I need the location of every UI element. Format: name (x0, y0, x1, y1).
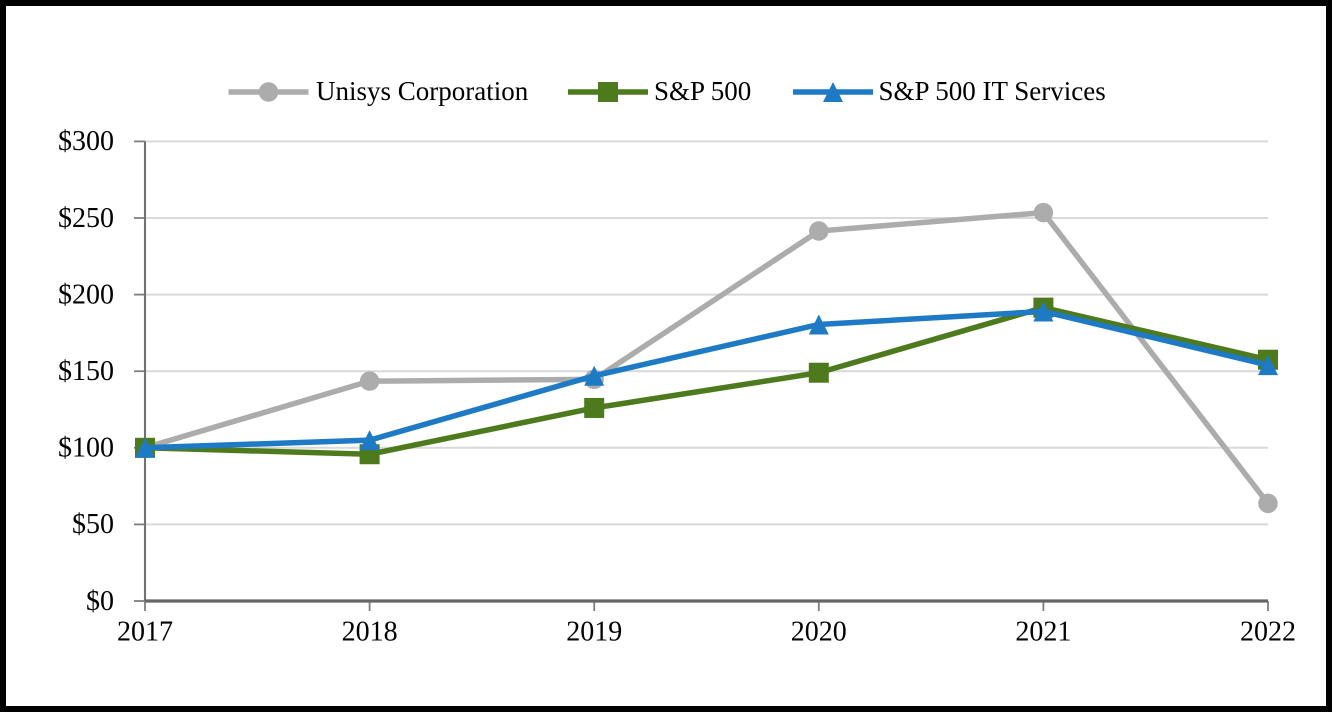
y-tick-label-150: $150 (58, 356, 114, 387)
y-tick-label-0: $0 (86, 586, 114, 617)
legend-label-sp500: S&P 500 (654, 76, 751, 106)
marker-unisys-corporation-2020 (809, 221, 829, 241)
x-tick-label-2018: 2018 (342, 616, 398, 647)
y-axis-labels: $0 $50 $100 $150 $200 $250 $300 (58, 126, 114, 617)
series-layer (135, 202, 1278, 514)
marker-s-p-500-it-services-2018 (359, 430, 380, 451)
axes-layer (134, 140, 1269, 611)
legend-swatch-marker-unisys-corporation (258, 82, 279, 102)
y-tick-label-250: $250 (58, 203, 114, 234)
marker-s-p-500-it-services-2020 (808, 314, 829, 335)
x-tick-label-2017: 2017 (117, 616, 173, 647)
marker-unisys-corporation-2018 (359, 371, 380, 391)
marker-s-p-500-it-services-2017 (135, 437, 155, 458)
legend-swatches-layer (228, 82, 873, 102)
legend-label-sp500-it-services: S&P 500 IT Services (879, 76, 1106, 106)
marker-s-p-500-it-services-2019 (584, 365, 605, 386)
x-tick-label-2022: 2022 (1240, 616, 1296, 647)
marker-s-p-500-2019 (584, 397, 605, 418)
legend-swatch-marker-s-p-500 (598, 82, 618, 102)
y-tick-label-300: $300 (58, 126, 114, 157)
legend: Unisys Corporation S&P 500 S&P 500 IT Se… (316, 76, 1106, 106)
marker-unisys-corporation-2021 (1033, 202, 1054, 223)
legend-swatch-marker-s-p-500-it-services (823, 82, 843, 102)
y-tick-label-100: $100 (58, 433, 114, 464)
legend-label-unisys-corporation: Unisys Corporation (316, 76, 529, 106)
gridlines-layer (145, 140, 1268, 526)
y-tick-label-50: $50 (72, 509, 114, 540)
x-tick-label-2020: 2020 (791, 616, 847, 647)
series-line-s-p-500-it-services (144, 308, 1269, 451)
series-line-s-p-500 (144, 304, 1269, 457)
marker-s-p-500-it-services-2022 (1258, 355, 1278, 376)
marker-unisys-corporation-2022 (1258, 493, 1278, 514)
x-tick-label-2019: 2019 (566, 616, 622, 647)
x-axis-labels: 2017 2018 2019 2020 2021 2022 (117, 616, 1296, 647)
y-tick-label-200: $200 (58, 279, 114, 310)
marker-s-p-500-2020 (808, 362, 829, 383)
x-tick-label-2021: 2021 (1015, 616, 1071, 647)
marker-s-p-500-it-services-2021 (1033, 301, 1054, 322)
series-line-unisys-corporation (144, 209, 1271, 506)
